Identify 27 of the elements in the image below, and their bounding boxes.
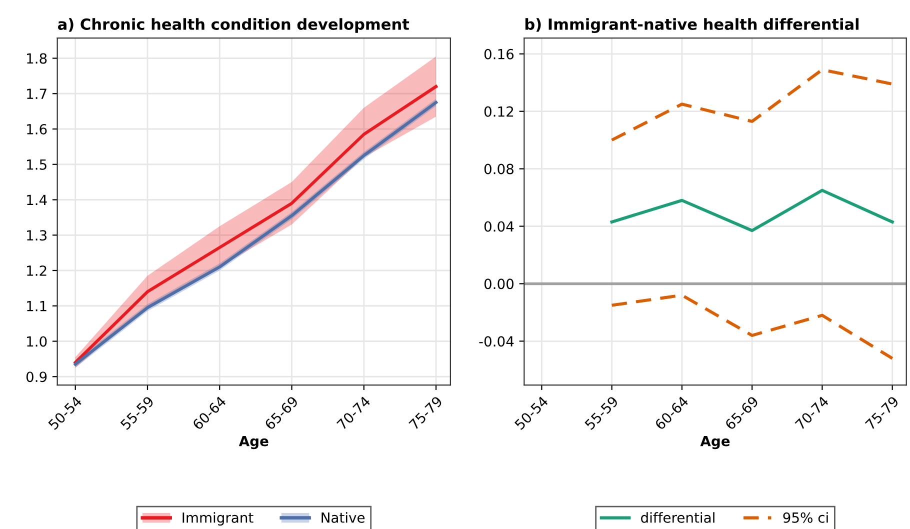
y-tick-label: -0.04 [479,336,514,347]
y-tick-label: 1.0 [27,336,47,347]
line-series [610,188,894,232]
y-tick-label: 1.5 [27,160,46,170]
y-tick-label: 0.00 [484,278,514,290]
y-tick-label: 1.8 [27,53,47,64]
line-series [610,294,894,360]
x-axis-title: Age [700,436,730,450]
y-tick-label: 1.2 [27,265,46,276]
y-tick-label: 0.08 [484,164,514,174]
chart-title: a) Chronic health condition development [58,18,410,33]
y-tick-label: 0.04 [484,221,514,232]
y-tick-label: 0.12 [484,106,514,117]
legend-label: Immigrant [182,512,254,526]
chart-title: b) Immigrant-native health differential [525,18,859,34]
line-series [610,68,894,142]
y-tick-label: 0.16 [484,48,514,60]
legend-label: 95% ci [783,512,828,523]
y-tick-label: 0.9 [26,372,47,382]
y-tick-label: 1.3 [27,230,46,241]
y-tick-label: 1.1 [27,301,46,312]
legend-label: differential [641,512,714,523]
x-axis-title: Age [238,436,268,450]
y-tick-label: 1.7 [27,88,46,99]
legend-label: Native [322,512,365,523]
y-tick-label: 1.4 [27,194,47,206]
y-tick-label: 1.6 [27,124,47,134]
